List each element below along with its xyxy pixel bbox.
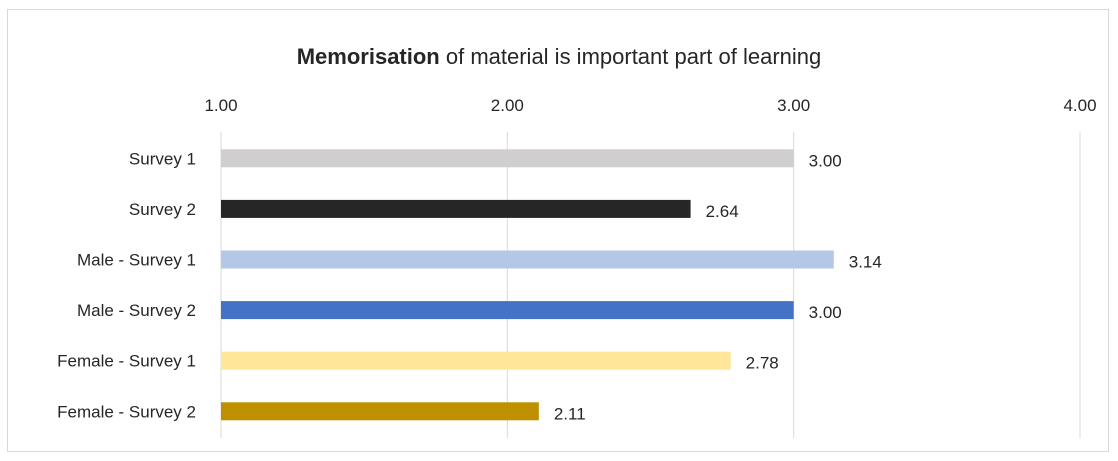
bar — [221, 149, 794, 168]
data-label: 3.00 — [809, 303, 842, 322]
category-label: Female - Survey 1 — [57, 352, 196, 371]
chart-title-rest: of material is important part of learnin… — [439, 44, 822, 69]
bar — [221, 402, 539, 421]
category-label: Male - Survey 1 — [77, 251, 196, 270]
category-label: Survey 1 — [129, 149, 196, 168]
category-label: Female - Survey 2 — [57, 402, 196, 421]
x-tick-label: 1.00 — [204, 96, 237, 115]
chart-area — [7, 9, 1109, 452]
category-label: Survey 2 — [129, 200, 196, 219]
data-label: 3.00 — [809, 151, 842, 170]
bar — [221, 250, 834, 269]
bar — [221, 351, 731, 370]
x-tick-label: 3.00 — [777, 96, 810, 115]
bar — [221, 199, 691, 218]
x-tick-label: 2.00 — [491, 96, 524, 115]
data-label: 2.11 — [554, 404, 586, 423]
chart-title: Memorisation of material is important pa… — [0, 44, 1118, 70]
data-label: 3.14 — [849, 253, 882, 272]
category-label: Male - Survey 2 — [77, 301, 196, 320]
data-label: 2.78 — [746, 354, 779, 373]
data-label: 2.64 — [706, 202, 739, 221]
bar — [221, 301, 794, 320]
x-tick-label: 4.00 — [1063, 96, 1096, 115]
chart-title-bold: Memorisation — [296, 44, 440, 69]
